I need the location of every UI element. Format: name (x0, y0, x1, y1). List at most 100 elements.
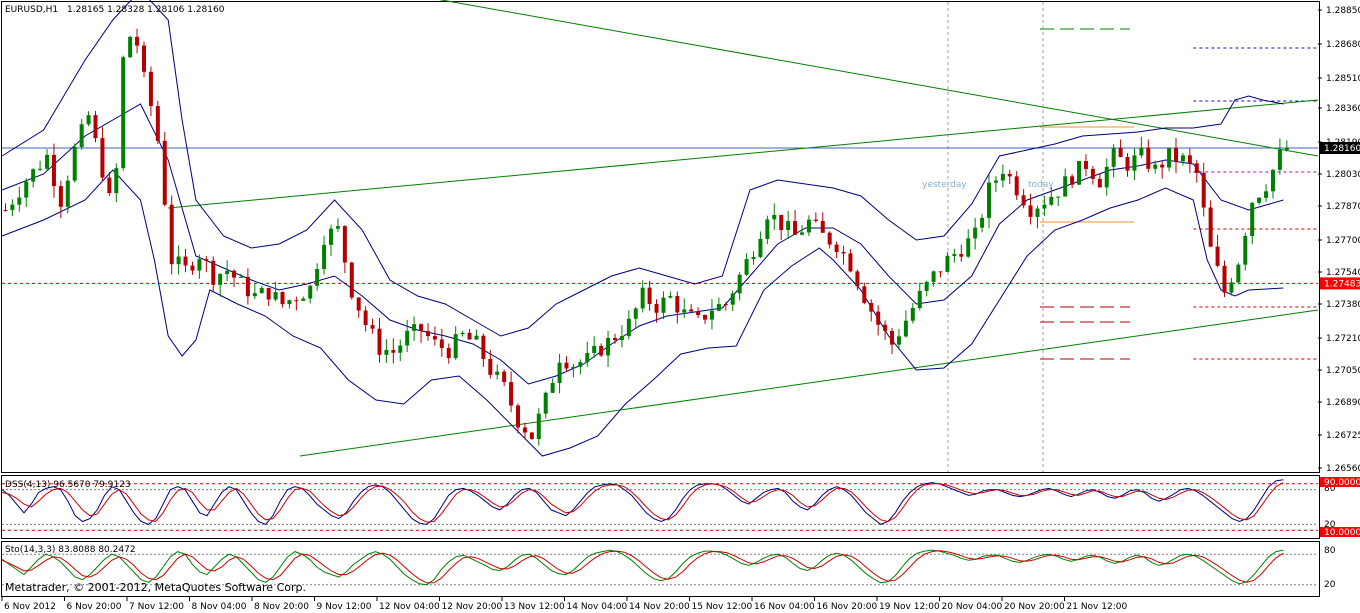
candle-body (606, 337, 611, 356)
candle-body (931, 271, 936, 282)
candle-body (1118, 147, 1123, 158)
candle-body (896, 336, 901, 345)
x-tick-label: 20 Nov 20:00 (1004, 602, 1065, 612)
candle-body (668, 296, 673, 298)
candle-body (1201, 172, 1206, 208)
candle-body (51, 154, 56, 187)
candle-body (640, 287, 645, 309)
candle-body (93, 115, 98, 139)
sto-label: Sto(14,3,3) 83.8088 80.2472 (5, 545, 136, 555)
candle-body (1236, 264, 1241, 283)
candle-body (571, 366, 576, 369)
candle-body (744, 259, 749, 275)
candle-body (1270, 169, 1275, 192)
candle-body (1277, 149, 1282, 170)
candle-body (197, 259, 202, 271)
y-tick-label: 1.27870 (1326, 202, 1360, 212)
y-tick-label: 1.28680 (1326, 40, 1360, 50)
x-tick-label: 20 Nov 04:00 (942, 602, 1003, 612)
candle-body (1125, 157, 1130, 171)
candle-body (266, 288, 271, 300)
dss-level-20: 20 (1324, 520, 1336, 530)
candle-body (917, 290, 922, 309)
candle-body (495, 371, 500, 375)
candle-body (315, 269, 320, 286)
candle-body (1153, 164, 1158, 169)
candle-body (294, 300, 299, 302)
candle-body (432, 336, 437, 340)
candle-body (58, 186, 63, 207)
current-price-bg (1320, 142, 1360, 154)
x-tick-label: 7 Nov 12:00 (129, 602, 184, 612)
dss-upper-marker-bg (1320, 477, 1360, 487)
candle-body (1028, 205, 1033, 217)
candle-body (924, 281, 929, 291)
candle-body (772, 214, 777, 220)
candle-body (391, 350, 396, 353)
x-tick-label: 13 Nov 12:00 (504, 602, 565, 612)
candle-body (238, 276, 243, 278)
y-tick-label: 1.27700 (1326, 236, 1360, 246)
x-tick-label: 6 Nov 2012 (4, 602, 56, 612)
x-tick-label: 12 Nov 04:00 (379, 602, 440, 612)
candle-body (1097, 178, 1102, 188)
candle-body (1174, 147, 1179, 162)
candle-body (1215, 246, 1220, 266)
sto-level-80: 80 (1324, 546, 1336, 556)
today-annotation: today (1028, 180, 1054, 190)
candle-body (626, 318, 631, 337)
candle-body (564, 362, 569, 369)
candle-body (155, 106, 160, 141)
candle-body (425, 331, 430, 337)
candle-body (1229, 282, 1234, 293)
candle-body (903, 320, 908, 337)
candle-body (169, 204, 174, 265)
x-tick-label: 9 Nov 12:00 (317, 602, 372, 612)
trendline-1 (299, 309, 1319, 457)
dss-lower-marker-bg (1320, 527, 1360, 537)
copyright-text: Metatrader, © 2001-2012, MetaQuotes Soft… (5, 581, 306, 594)
candle-body (502, 371, 507, 383)
trendline-2 (438, 0, 1319, 157)
candle-body (820, 220, 825, 233)
y-tick-label: 1.27540 (1326, 268, 1360, 278)
y-tick-label: 1.27050 (1326, 366, 1360, 376)
y-tick-label: 1.26560 (1326, 464, 1360, 474)
x-tick-label: 12 Nov 20:00 (442, 602, 503, 612)
candle-body (453, 334, 458, 359)
candle-body (516, 405, 521, 428)
candle-body (72, 146, 77, 181)
dss-level-80: 80 (1324, 484, 1336, 494)
candle-body (419, 324, 424, 332)
candle-body (959, 254, 964, 257)
candle-body (308, 285, 313, 299)
time-axis: 6 Nov 2012 6 Nov 20:00 7 Nov 12:00 8 Nov 04… (1, 597, 1127, 612)
trendline-0 (168, 99, 1319, 209)
candle-body (24, 181, 29, 198)
candle-body (1160, 164, 1165, 168)
candle-body (481, 335, 486, 359)
candle-body (65, 180, 70, 207)
candle-body (1111, 147, 1116, 167)
candle-body (335, 226, 340, 229)
candle-body (703, 315, 708, 320)
candle-body (806, 219, 811, 233)
candle-body (45, 154, 50, 169)
candle-body (488, 358, 493, 375)
candle-body (162, 140, 167, 205)
candle-body (1104, 166, 1109, 188)
y-tick-label: 1.28360 (1326, 104, 1360, 114)
y-tick-label: 1.26725 (1326, 431, 1360, 441)
candle-body (765, 219, 770, 239)
candle-body (543, 392, 548, 414)
y-tick-label: 1.26890 (1326, 398, 1360, 408)
candle-body (592, 345, 597, 354)
candle-body (301, 298, 306, 301)
candle-body (827, 232, 832, 245)
sto-indicator-area (1, 549, 1318, 586)
candle-body (370, 325, 375, 329)
candle-body (17, 197, 22, 205)
x-tick-label: 14 Nov 20:00 (629, 602, 690, 612)
ohlc-label: 1.28165 1.28328 1.28106 1.28160 (67, 5, 225, 15)
